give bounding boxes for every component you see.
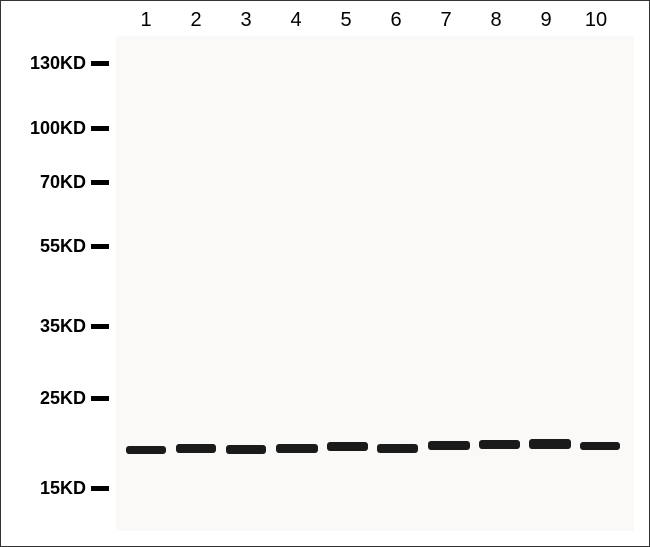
lane-label: 5: [326, 9, 366, 32]
marker-tick: [91, 486, 109, 491]
band-lane-5: [327, 442, 368, 451]
marker-tick: [91, 180, 109, 185]
marker-label: 100KD: [16, 118, 86, 139]
marker-label: 55KD: [16, 236, 86, 257]
marker-tick: [91, 126, 109, 131]
lane-label: 3: [226, 9, 266, 32]
lane-label: 10: [576, 9, 616, 32]
marker-label: 25KD: [16, 388, 86, 409]
marker-tick: [91, 324, 109, 329]
marker-label: 130KD: [16, 53, 86, 74]
band-lane-8: [479, 440, 520, 449]
marker-tick: [91, 396, 109, 401]
marker-label: 15KD: [16, 478, 86, 499]
blot-container: 130KD 100KD 70KD 55KD 35KD 25KD 15KD 1 2…: [0, 0, 650, 547]
marker-label: 70KD: [16, 172, 86, 193]
lane-label: 2: [176, 9, 216, 32]
lane-label: 6: [376, 9, 416, 32]
marker-tick: [91, 61, 109, 66]
band-lane-10: [580, 442, 620, 450]
lane-label: 8: [476, 9, 516, 32]
band-lane-9: [529, 439, 571, 449]
marker-tick: [91, 244, 109, 249]
band-lane-2: [176, 444, 216, 453]
lane-label: 4: [276, 9, 316, 32]
band-lane-3: [226, 445, 266, 454]
blot-membrane: [116, 36, 634, 531]
band-lane-7: [428, 441, 470, 450]
band-lane-4: [276, 444, 318, 453]
band-lane-1: [126, 446, 166, 454]
lane-label: 9: [526, 9, 566, 32]
lane-label: 7: [426, 9, 466, 32]
lane-label: 1: [126, 9, 166, 32]
band-lane-6: [377, 444, 418, 453]
marker-label: 35KD: [16, 316, 86, 337]
